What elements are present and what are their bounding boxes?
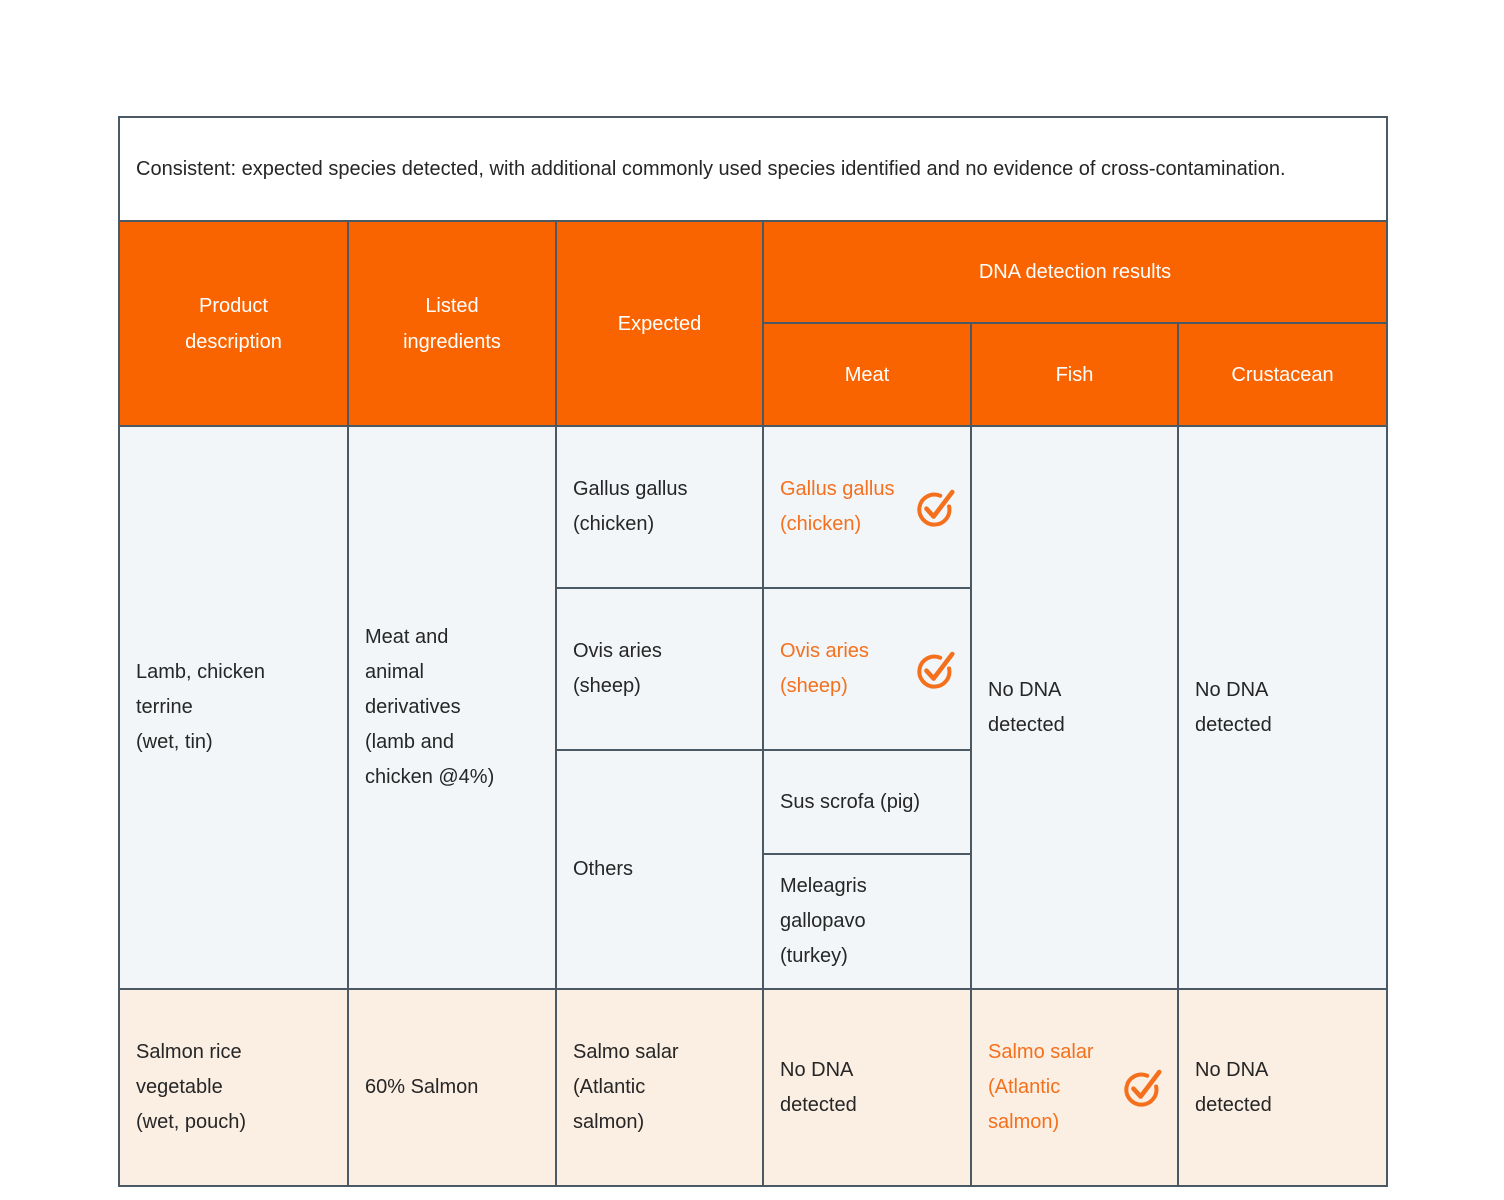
cell-salmon-fish-detected: Salmo salar (Atlantic salmon)	[970, 988, 1179, 1187]
cell-salmon-expected: Salmo salar (Atlantic salmon)	[555, 988, 764, 1187]
table-caption: Consistent: expected species detected, w…	[117, 116, 1389, 222]
cell-lamb-meat-pig: Sus scrofa (pig)	[762, 749, 972, 855]
cell-salmon-crustacean-no-dna: No DNA detected	[1176, 988, 1389, 1187]
cell-salmon-meat-no-dna: No DNA detected	[762, 988, 972, 1187]
check-circle-icon	[917, 489, 955, 527]
col-header-product: Product description	[118, 220, 349, 427]
cell-lamb-expected-chicken: Gallus gallus (chicken)	[555, 425, 764, 589]
cell-lamb-expected-sheep: Ovis aries (sheep)	[555, 587, 764, 751]
check-circle-icon	[1124, 1069, 1162, 1107]
check-circle-icon	[917, 651, 955, 689]
cell-lamb-meat-chicken-detected: Gallus gallus (chicken)	[762, 425, 972, 589]
cell-lamb-ingredients: Meat and animal derivatives (lamb and ch…	[347, 425, 557, 990]
detected-species-label: Gallus gallus (chicken)	[780, 478, 895, 535]
detected-species-label: Ovis aries (sheep)	[780, 640, 869, 697]
dna-results-table-wrap: Consistent: expected species detected, w…	[117, 116, 1389, 1187]
cell-lamb-meat-turkey: Meleagris gallopavo (turkey)	[762, 853, 972, 990]
cell-salmon-product: Salmon rice vegetable (wet, pouch)	[118, 988, 349, 1187]
col-header-expected: Expected	[555, 220, 764, 427]
col-header-ingredients: Listed ingredients	[347, 220, 557, 427]
cell-lamb-fish-no-dna: No DNA detected	[970, 425, 1179, 990]
cell-lamb-meat-sheep-detected: Ovis aries (sheep)	[762, 587, 972, 751]
cell-lamb-product: Lamb, chicken terrine (wet, tin)	[118, 425, 349, 990]
subcol-header-meat: Meat	[762, 322, 972, 427]
dna-results-table: Consistent: expected species detected, w…	[117, 116, 1389, 1187]
subcol-header-crustacean: Crustacean	[1176, 322, 1389, 427]
cell-lamb-crustacean-no-dna: No DNA detected	[1176, 425, 1389, 990]
detected-species-label: Salmo salar (Atlantic salmon)	[988, 1041, 1094, 1133]
col-header-dna-results: DNA detection results	[761, 220, 1389, 324]
cell-salmon-ingredients: 60% Salmon	[347, 988, 557, 1187]
cell-lamb-expected-others: Others	[555, 749, 764, 990]
subcol-header-fish: Fish	[970, 322, 1179, 427]
